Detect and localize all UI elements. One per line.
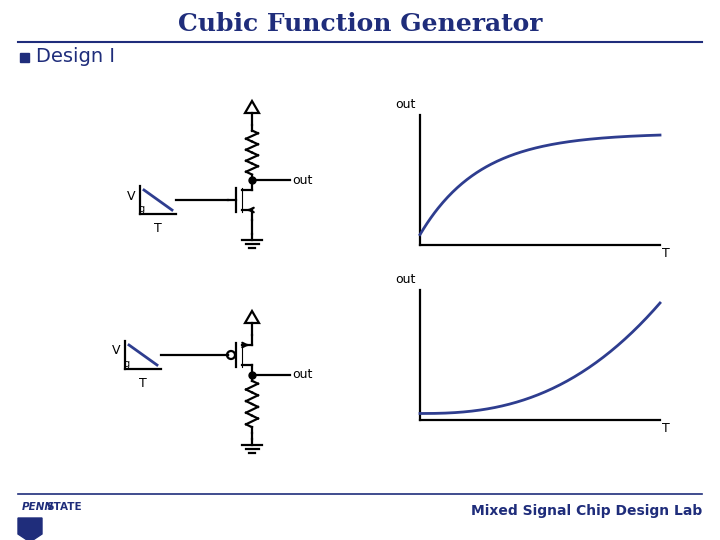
Text: $\mathregular{V}$: $\mathregular{V}$ — [111, 345, 121, 357]
Text: Mixed Signal Chip Design Lab: Mixed Signal Chip Design Lab — [471, 504, 702, 518]
Text: T: T — [662, 422, 670, 435]
Text: out: out — [395, 273, 416, 286]
Text: PENN: PENN — [22, 502, 54, 512]
Text: STATE: STATE — [46, 502, 81, 512]
Text: Design I: Design I — [36, 48, 115, 66]
Text: Cubic Function Generator: Cubic Function Generator — [178, 12, 542, 36]
Text: T: T — [139, 377, 147, 390]
Text: $\mathregular{V}$: $\mathregular{V}$ — [125, 190, 136, 202]
Text: out: out — [292, 368, 312, 381]
Polygon shape — [18, 518, 42, 540]
FancyBboxPatch shape — [20, 53, 29, 62]
Text: T: T — [154, 222, 162, 235]
Text: out: out — [292, 173, 312, 186]
Text: $\mathregular{g}$: $\mathregular{g}$ — [123, 359, 130, 371]
Text: $\mathregular{g}$: $\mathregular{g}$ — [138, 204, 145, 216]
Text: out: out — [395, 98, 416, 111]
Text: T: T — [662, 247, 670, 260]
